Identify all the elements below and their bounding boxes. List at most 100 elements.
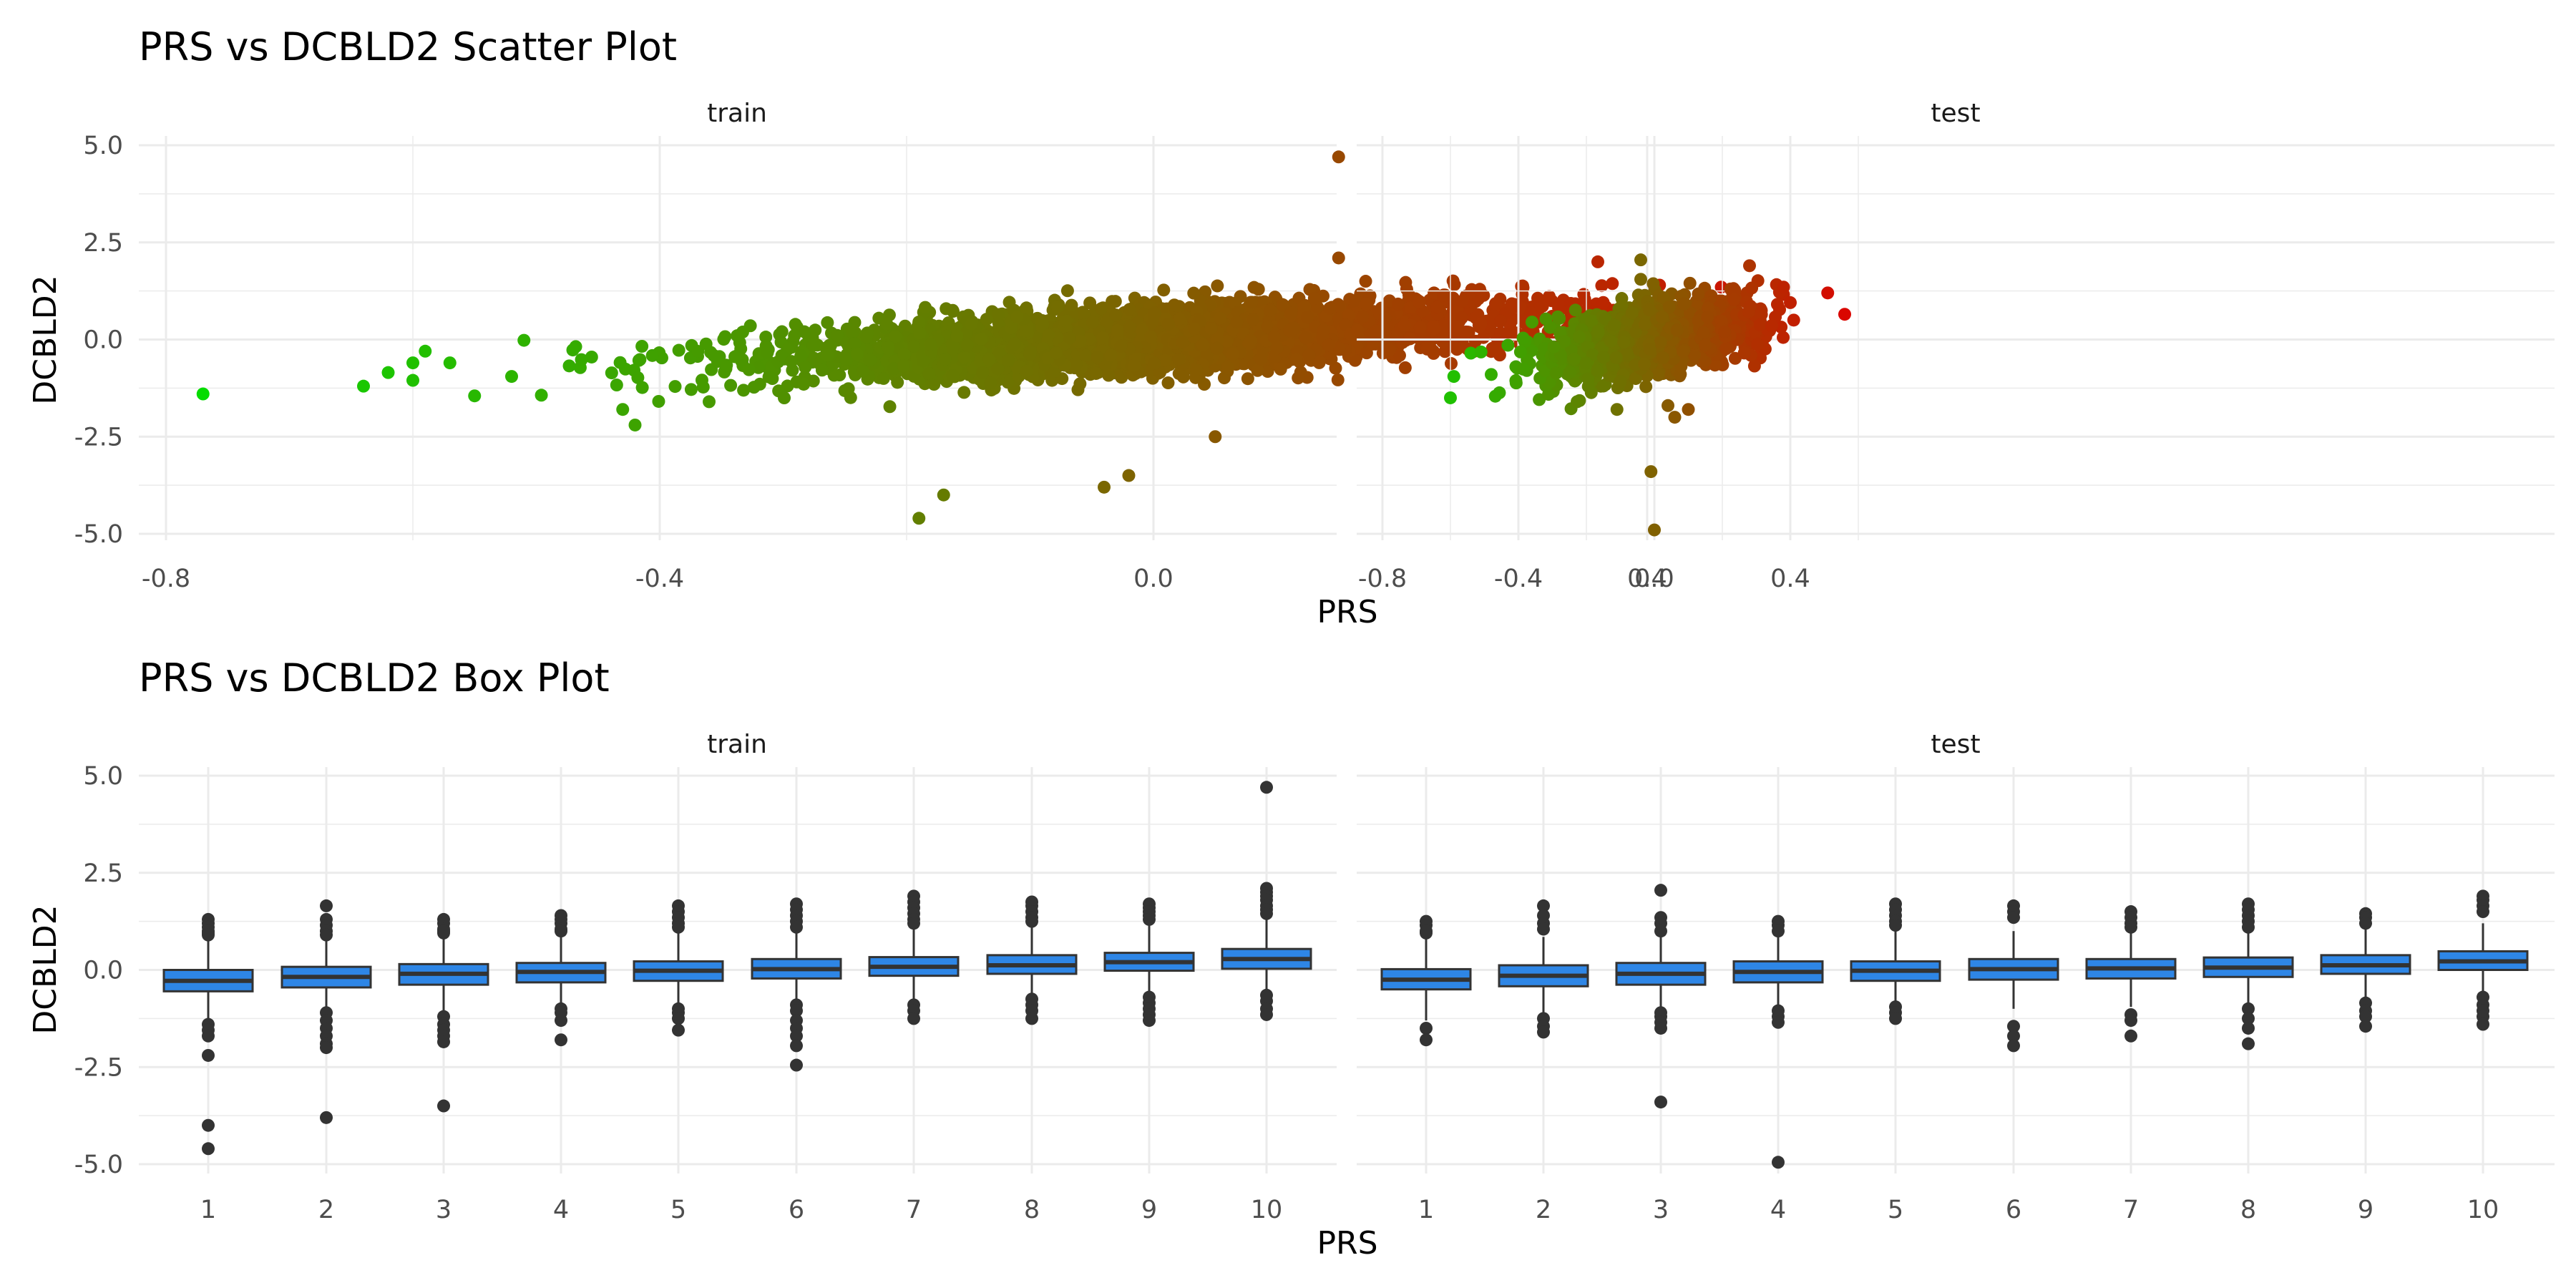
scatter-point [1292,371,1305,385]
scatter-point [696,380,710,394]
scatter-point [897,359,910,373]
scatter-point [668,380,682,394]
scatter-point [566,343,580,357]
x-tick-label: 0.0 [1133,565,1174,593]
scatter-point [684,383,698,396]
scatter-point [1568,303,1582,317]
scatter-point [1204,321,1218,335]
scatter-point [880,317,894,331]
scatter-point [1050,346,1063,360]
scatter-point [1737,346,1751,360]
scatter-point [1502,328,1516,342]
scatter-train-points [196,150,1851,525]
scatter-point [1366,337,1380,351]
scatter-point [1196,338,1209,351]
scatter-point [613,356,627,369]
scatter-point [821,348,834,362]
scatter-point [975,332,988,346]
scatter-y-ticks: 5.0 2.5 0.0 -2.5 -5.0 [74,132,123,549]
scatter-point [1244,333,1257,347]
scatter-point [798,325,811,338]
scatter-point [1430,301,1444,314]
scatter-point [1063,331,1076,345]
scatter-point [1254,352,1267,366]
scatter-point [1391,297,1405,311]
scatter-point [517,333,531,347]
scatter-point [788,328,801,342]
scatter-point [1079,348,1093,362]
scatter-panel-train: train -0.8 -0.4 0.0 0.4 5.0 2.5 0.0 -2.5… [74,99,1851,593]
scatter-point [672,343,686,357]
scatter-strip-train: train [707,99,767,128]
scatter-point [585,350,598,364]
scatter-point [635,339,649,353]
scatter-point [775,348,789,362]
y-tick-label: -2.5 [74,423,123,452]
scatter-point [1299,331,1312,345]
scatter-point [1068,361,1081,375]
scatter-point [831,328,844,342]
scatter-point [1172,352,1186,366]
scatter-point [737,384,751,397]
y-tick-label: 5.0 [83,132,123,160]
scatter-point [864,353,877,366]
scatter-point [1289,353,1303,366]
scatter-point [1042,328,1055,342]
scatter-point [1077,308,1091,321]
scatter-point [887,362,900,376]
scatter-plot: PRS vs DCBLD2 Scatter Plot train -0.8 -0… [27,24,2555,630]
scatter-point [1578,293,1591,306]
scatter-point [1221,361,1234,374]
scatter-point [610,379,623,392]
scatter-point [1485,341,1499,355]
scatter-point [815,364,829,377]
scatter-train-x-ticks: -0.8 -0.4 0.0 0.4 [142,565,1667,593]
scatter-point [1332,150,1345,164]
scatter-point [720,358,733,372]
scatter-point [775,325,789,338]
scatter-point [823,338,836,352]
scatter-point [1591,255,1604,268]
scatter-point [1323,301,1337,315]
scatter-point [982,353,996,366]
scatter-point [1187,322,1201,336]
scatter-point [1264,303,1277,317]
scatter-point [1428,286,1441,300]
scatter-point [785,355,799,369]
scatter-point [759,339,773,353]
scatter-point [922,366,936,380]
scatter-point [1474,317,1488,331]
scatter-point [1245,296,1259,309]
scatter-point [1210,341,1224,355]
scatter-point [1123,303,1136,316]
scatter-point [1445,357,1458,371]
scatter-point [1332,251,1345,265]
scatter-point [1220,334,1234,348]
scatter-point [957,386,971,399]
scatter-point [1359,275,1372,288]
scatter-point [1549,366,1563,380]
scatter-point [1168,298,1181,312]
scatter-point [877,371,890,385]
scatter-point [443,356,457,370]
scatter-point [1008,337,1022,351]
scatter-point [1211,279,1224,293]
scatter-point [196,387,210,401]
scatter-point [1751,338,1765,351]
scatter-point [1209,430,1222,444]
scatter-point [1086,316,1100,329]
scatter-point [1350,323,1364,337]
scatter-point [1413,321,1427,334]
scatter-point [1036,318,1050,331]
scatter-point [1513,301,1527,315]
scatter-point [1606,277,1619,291]
scatter-point [1158,353,1172,367]
scatter-point [1091,351,1104,364]
scatter-point [1123,321,1137,334]
scatter-point [1187,286,1201,300]
scatter-point [699,337,713,351]
scatter-point [883,400,897,414]
scatter-point [1509,374,1523,387]
scatter-point [1002,353,1015,367]
scatter-point [1283,323,1297,337]
